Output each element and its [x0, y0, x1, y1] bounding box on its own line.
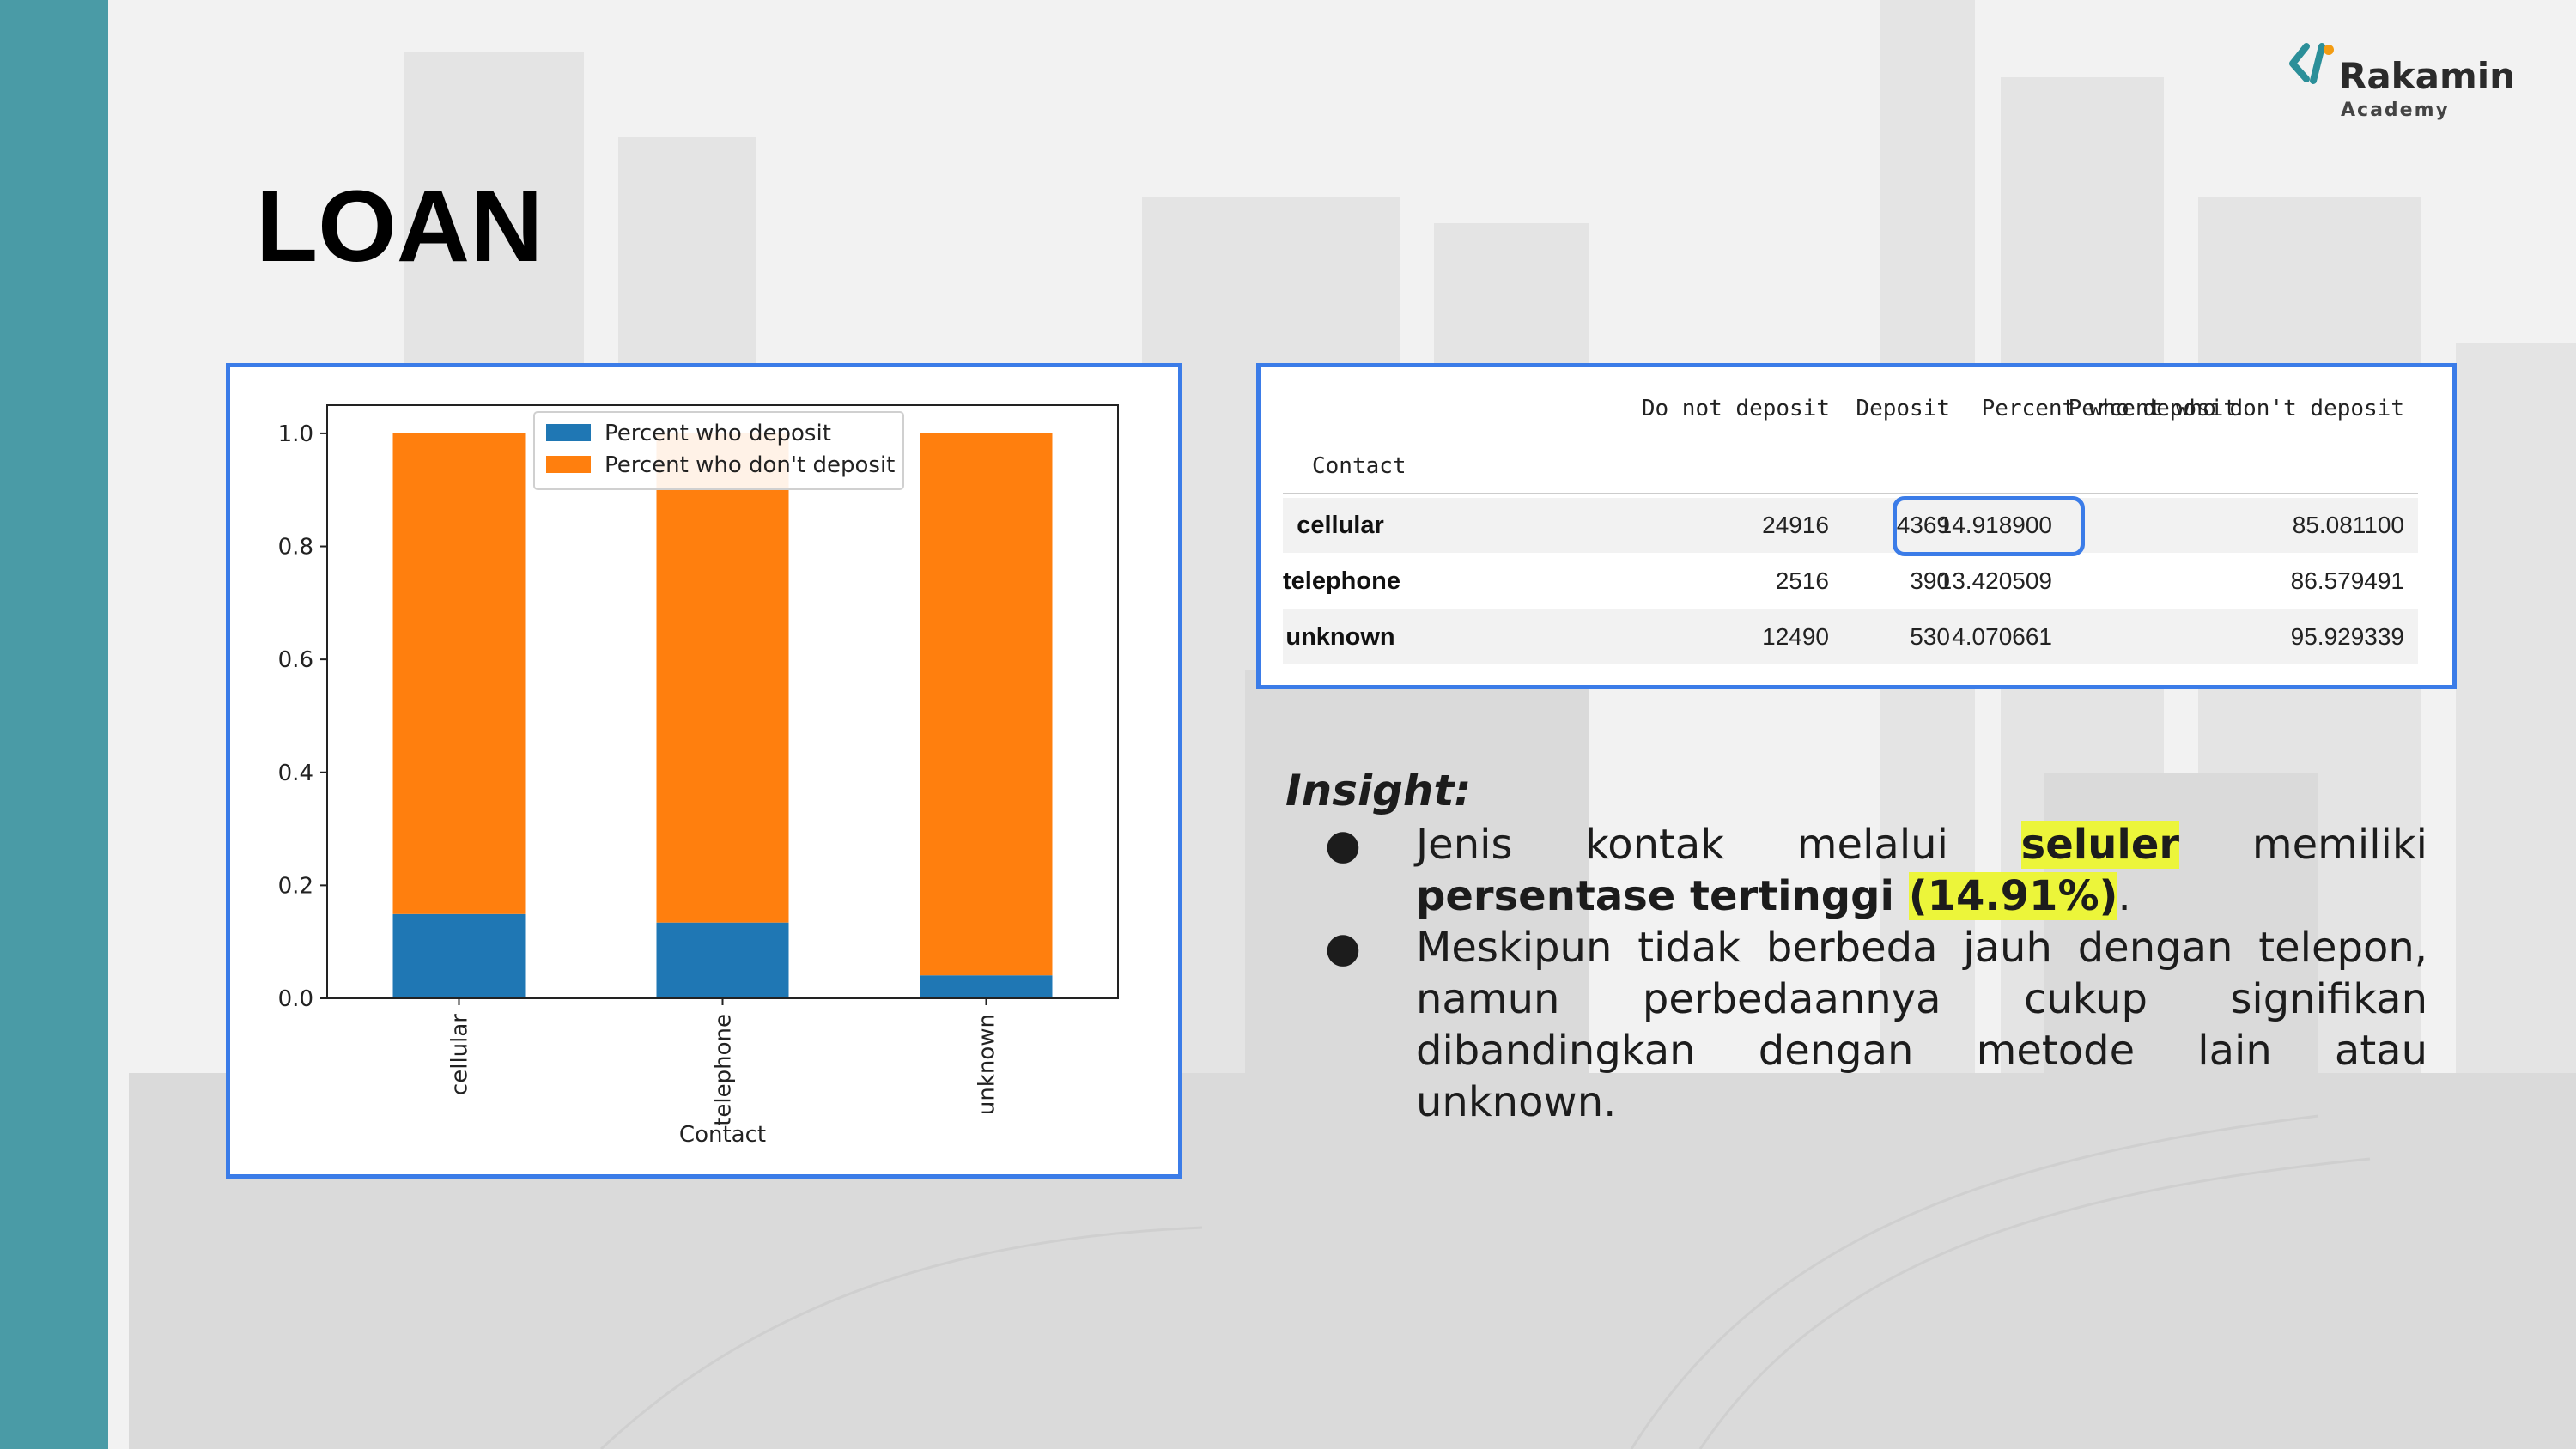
table-cell: 14.918900	[1938, 512, 2052, 538]
row-label: cellular	[1297, 512, 1384, 539]
table-cell: 85.081100	[2292, 512, 2404, 538]
chart-legend: Percent who deposit Percent who don't dep…	[533, 411, 904, 490]
col-header: Deposit	[1856, 396, 1950, 421]
logo: Rakamin Academy	[2287, 41, 2537, 127]
bar-segment	[392, 913, 526, 998]
legend-swatch	[546, 456, 591, 473]
insight-text: .	[2117, 872, 2131, 920]
x-tick-label: telephone	[711, 1014, 737, 1126]
legend-box	[533, 411, 904, 490]
highlight-text: (14.91%)	[1908, 872, 2118, 920]
header-divider	[1283, 493, 2418, 494]
bar-segment	[656, 922, 789, 998]
col-header: Do not deposit	[1641, 396, 1830, 421]
table-row	[1283, 609, 2418, 664]
insight-title: Insight:	[1285, 766, 1472, 815]
y-tick-label: 0.8	[278, 535, 313, 561]
table-cell: 95.929339	[2290, 623, 2404, 650]
bar-segment	[392, 433, 526, 914]
col-header: Percent who don't deposit	[2068, 396, 2404, 421]
y-tick-label: 0.6	[278, 647, 313, 673]
table-row	[1283, 498, 2418, 553]
y-tick-label: 0.2	[278, 873, 313, 899]
page-title: LOAN	[256, 170, 544, 283]
highlight-box	[1893, 496, 2085, 556]
insight-section: Insight: ● Jenis kontak melalui seluler m…	[1285, 762, 2427, 1128]
x-tick-label: unknown	[975, 1014, 1000, 1115]
table-cell: 24916	[1762, 512, 1829, 538]
table-frame: Contact Do not deposit Deposit Percent w…	[1256, 363, 2457, 689]
bullet-icon: ●	[1325, 924, 1361, 972]
insight-list: ● Jenis kontak melalui seluler memiliki p…	[1285, 819, 2427, 1128]
insight-text: memiliki	[2179, 821, 2427, 869]
row-label: unknown	[1285, 623, 1395, 651]
table-cell: 12490	[1762, 623, 1829, 650]
col-header: Percent who deposit	[1981, 396, 2237, 421]
x-tick-label: cellular	[447, 1014, 473, 1095]
bullet-icon: ●	[1325, 821, 1361, 869]
chart-frame: 0.0 0.2 0.4 0.6 0.8 1.0 cellular telephone unkn…	[226, 363, 1182, 1179]
bar-segment	[920, 433, 1053, 976]
index-name: Contact	[1312, 453, 1406, 479]
table-row	[1283, 553, 2418, 608]
insight-bullet: ● Meskipun tidak berbeda jauh dengan tele…	[1285, 922, 2427, 1128]
insight-text: Jenis kontak melalui	[1416, 821, 2021, 869]
logo-subtitle: Academy	[2341, 100, 2450, 121]
legend-label: Percent who deposit	[605, 421, 831, 446]
x-axis: cellular telephone unknown Contact	[447, 998, 1000, 1148]
logo-name: Rakamin	[2339, 55, 2516, 97]
code-bracket-icon	[2289, 43, 2334, 84]
table-cell: 13.420509	[1938, 567, 2052, 594]
table-cell: 86.579491	[2290, 567, 2404, 594]
table-cell: 390	[1910, 567, 1950, 594]
bars	[392, 433, 1053, 998]
table-cell: 530	[1910, 623, 1950, 650]
insight-bullet: ● Jenis kontak melalui seluler memiliki p…	[1285, 819, 2427, 922]
table-cell: 4.070661	[1952, 623, 2052, 650]
table-cell: 4369	[1896, 512, 1950, 538]
y-tick-label: 0.0	[278, 986, 313, 1012]
y-tick-label: 1.0	[278, 421, 313, 447]
row-label: telephone	[1283, 567, 1400, 595]
legend-label: Percent who don't deposit	[605, 452, 895, 478]
bold-text: persentase tertinggi	[1416, 872, 1909, 920]
table-cell: 2516	[1775, 567, 1829, 594]
legend-swatch	[546, 424, 591, 441]
bar-segment	[656, 433, 789, 923]
y-axis: 0.0 0.2 0.4 0.6 0.8 1.0	[278, 421, 327, 1012]
y-tick-label: 0.4	[278, 761, 313, 786]
bar-segment	[920, 975, 1053, 998]
stacked-bar-chart: 0.0 0.2 0.4 0.6 0.8 1.0 cellular telephone unkn…	[278, 404, 1119, 1148]
x-axis-label: Contact	[679, 1122, 766, 1148]
highlight-text: seluler	[2020, 821, 2180, 869]
left-accent-band	[0, 0, 108, 1449]
insight-text: Meskipun tidak berbeda jauh dengan telep…	[1416, 924, 2427, 1126]
